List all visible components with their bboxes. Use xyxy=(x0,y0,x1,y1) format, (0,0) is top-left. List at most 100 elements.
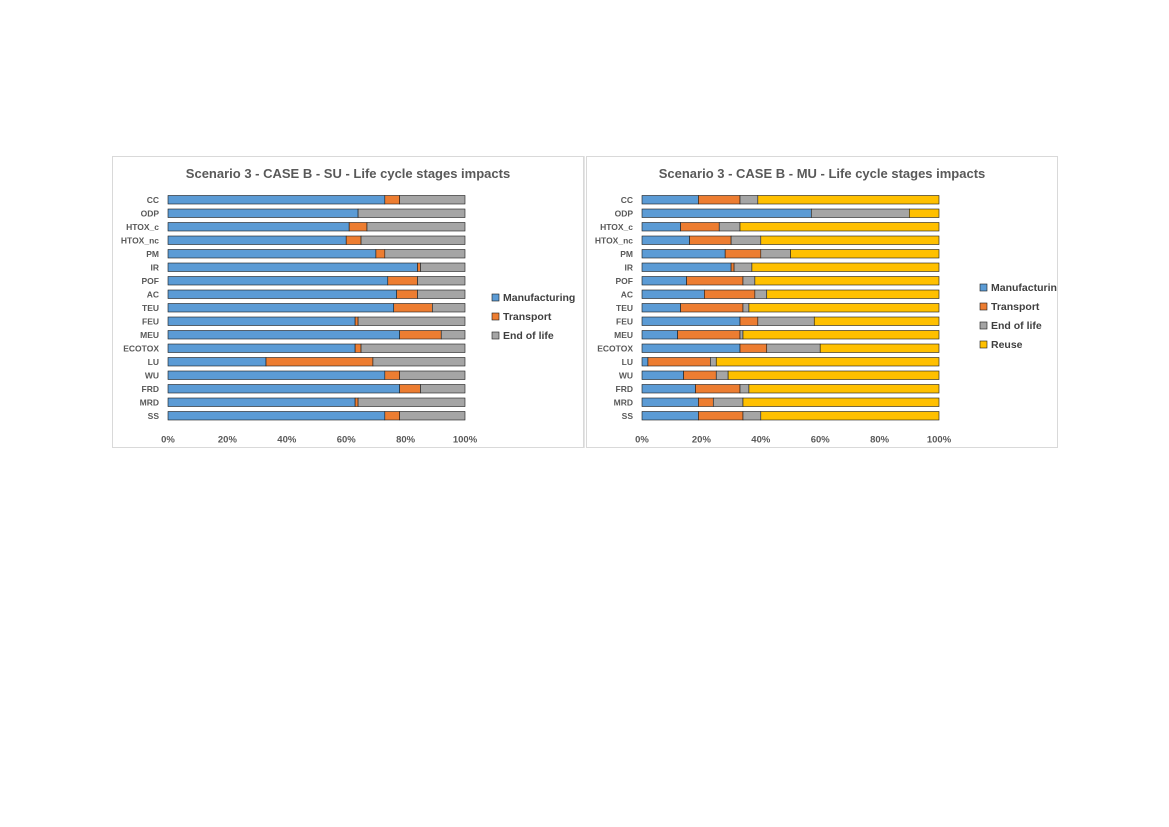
bar-segment-transport xyxy=(354,316,359,326)
category-label: AC xyxy=(147,289,159,299)
bar-segment-end-of-life xyxy=(399,195,466,205)
category-label: MRD xyxy=(140,397,159,407)
bar-segment-end-of-life xyxy=(366,222,466,232)
bar-segment-end-of-life xyxy=(420,262,466,272)
bar-segment-reuse xyxy=(739,222,940,232)
x-tick-label: 40% xyxy=(751,435,771,446)
bar-segment-transport xyxy=(686,276,744,286)
bar-segment-reuse xyxy=(760,235,940,245)
bar-segment-manufacturing xyxy=(641,222,681,232)
chart-su-svg: Scenario 3 - CASE B - SU - Life cycle st… xyxy=(121,166,575,446)
bar-segment-transport xyxy=(724,249,762,259)
bar-segment-manufacturing xyxy=(167,397,356,407)
bar-segment-transport xyxy=(730,262,735,272)
bar-segment-transport xyxy=(375,249,386,259)
bar-segment-end-of-life xyxy=(733,262,753,272)
bar-segment-transport xyxy=(399,384,421,394)
chart-title: Scenario 3 - CASE B - SU - Life cycle st… xyxy=(186,166,510,181)
bar-segment-transport xyxy=(345,235,362,245)
bar-segment-manufacturing xyxy=(641,289,705,299)
category-label: HTOX_c xyxy=(126,222,159,232)
x-tick-label: 40% xyxy=(277,435,297,446)
bar-segment-manufacturing xyxy=(167,222,350,232)
bar-segment-end-of-life xyxy=(360,235,466,245)
bar-segment-transport xyxy=(384,195,400,205)
legend-label: End of life xyxy=(991,320,1042,332)
category-label: ECOTOX xyxy=(597,343,633,353)
bar-segment-manufacturing xyxy=(167,370,386,380)
bar-segment-end-of-life xyxy=(730,235,762,245)
bar-segment-transport xyxy=(384,370,400,380)
legend-label: Transport xyxy=(991,301,1040,313)
bar-segment-reuse xyxy=(742,330,940,340)
bar-segment-end-of-life xyxy=(742,276,756,286)
bar-segment-transport xyxy=(680,303,744,313)
category-label: MEU xyxy=(140,330,159,340)
bar-segment-manufacturing xyxy=(167,195,386,205)
x-tick-label: 80% xyxy=(396,435,416,446)
category-label: HTOX_nc xyxy=(595,235,633,245)
bar-segment-reuse xyxy=(757,195,940,205)
bar-segment-end-of-life xyxy=(399,411,466,421)
legend-swatch xyxy=(491,331,500,340)
chart-mu-svg: Scenario 3 - CASE B - MU - Life cycle st… xyxy=(595,166,1057,446)
legend-label: Manufacturing xyxy=(991,282,1057,294)
category-label: LU xyxy=(148,357,159,367)
bar-segment-end-of-life xyxy=(739,195,759,205)
bar-segment-end-of-life xyxy=(715,370,729,380)
category-label: AC xyxy=(621,289,633,299)
bar-segment-transport xyxy=(698,411,744,421)
bar-segment-end-of-life xyxy=(742,303,750,313)
bar-segment-transport xyxy=(354,397,359,407)
bar-segment-transport xyxy=(393,303,433,313)
legend-label: Reuse xyxy=(991,339,1023,351)
bar-segment-transport xyxy=(739,343,768,353)
bar-segment-manufacturing xyxy=(641,397,699,407)
bar-segment-reuse xyxy=(813,316,940,326)
x-tick-label: 20% xyxy=(692,435,712,446)
category-label: ODP xyxy=(615,208,634,218)
bar-segment-end-of-life xyxy=(739,330,744,340)
bar-segment-manufacturing xyxy=(641,411,699,421)
bar-segment-end-of-life xyxy=(357,397,466,407)
category-label: FRD xyxy=(616,384,633,394)
category-label: FEU xyxy=(142,316,159,326)
category-label: POF xyxy=(616,276,633,286)
bar-segment-manufacturing xyxy=(167,289,397,299)
bar-segment-manufacturing xyxy=(167,208,359,218)
bar-segment-manufacturing xyxy=(167,330,400,340)
bar-segment-manufacturing xyxy=(641,343,741,353)
bar-segment-reuse xyxy=(819,343,940,353)
bar-segment-reuse xyxy=(748,303,940,313)
category-label: WU xyxy=(145,370,159,380)
category-label: CC xyxy=(621,195,633,205)
bar-segment-reuse xyxy=(754,276,940,286)
category-label: SS xyxy=(622,411,634,421)
bar-segment-end-of-life xyxy=(384,249,466,259)
bar-segment-end-of-life xyxy=(712,397,744,407)
bar-segment-manufacturing xyxy=(641,384,696,394)
bar-segment-end-of-life xyxy=(810,208,910,218)
bar-segment-reuse xyxy=(751,262,940,272)
category-label: ODP xyxy=(141,208,160,218)
category-label: TEU xyxy=(616,303,633,313)
category-label: IR xyxy=(625,262,634,272)
panel-divider xyxy=(583,156,585,448)
bar-segment-transport xyxy=(683,370,717,380)
bar-segment-manufacturing xyxy=(167,357,267,367)
bar-segment-manufacturing xyxy=(641,357,649,367)
legend-label: Manufacturing xyxy=(503,292,575,304)
bar-segment-manufacturing xyxy=(641,195,699,205)
bar-segment-manufacturing xyxy=(641,262,732,272)
bar-segment-transport xyxy=(698,195,741,205)
category-label: HTOX_nc xyxy=(121,235,159,245)
category-label: PM xyxy=(620,249,633,259)
bar-segment-reuse xyxy=(760,411,940,421)
bar-segment-transport xyxy=(677,330,741,340)
bar-segment-end-of-life xyxy=(710,357,717,367)
x-tick-label: 0% xyxy=(161,435,175,446)
bar-segment-end-of-life xyxy=(757,316,815,326)
bar-segment-transport xyxy=(265,357,374,367)
x-tick-label: 100% xyxy=(453,435,478,446)
legend-label: End of life xyxy=(503,330,554,342)
